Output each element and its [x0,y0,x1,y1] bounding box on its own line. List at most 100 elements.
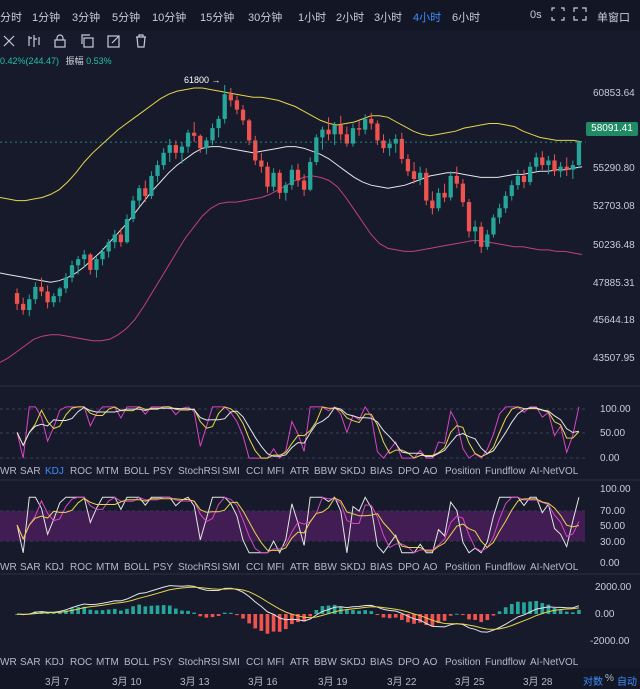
indicator-tab[interactable]: ATR [290,466,310,477]
indicator-tab[interactable]: SMI [222,466,240,477]
macd-histogram-bar [235,614,239,616]
trash-icon[interactable] [133,33,149,49]
indicator-tab[interactable]: BBW [314,562,337,573]
macd-histogram-bar [473,614,477,620]
indicator-tab[interactable]: CCI [246,466,264,477]
indicator-tab[interactable]: BIAS [370,466,393,477]
indicator-tab[interactable]: AO [423,562,438,573]
macd-histogram-bar [546,604,551,614]
indicator-tab[interactable]: SAR [20,466,41,477]
candle-body [27,299,32,311]
indicator-tab[interactable]: SMI [222,562,240,573]
lock-icon[interactable] [52,33,68,49]
bars-icon[interactable] [26,33,42,49]
indicator-tab[interactable]: ROC [70,466,93,477]
crosshair-icon[interactable] [551,7,565,24]
indicator-tab[interactable]: AI-NetVOL [530,466,579,477]
indicator-tab[interactable]: ROC [70,562,93,573]
indicator-tab[interactable]: MFI [267,466,285,477]
copy-icon[interactable] [79,33,95,49]
indicator-tab[interactable]: WR [0,466,17,477]
indicator-tab[interactable]: WR [0,657,17,668]
indicator-tab[interactable]: Fundflow [485,562,526,573]
timeframe-tab[interactable]: 1小时 [298,12,327,24]
indicator-tab[interactable]: BBW [314,466,337,477]
percent-scale-button[interactable]: % [605,673,614,684]
last-price-tag: 58091.41 [586,122,638,136]
macd-histogram-bar [186,610,190,614]
indicator-tab[interactable]: ROC [70,657,93,668]
indicator-tab[interactable]: AI-NetVOL [530,562,579,573]
indicator-tab[interactable]: SAR [20,562,41,573]
indicator-tab[interactable]: MFI [267,562,285,573]
candle-body [424,172,429,201]
boll-lower-line [0,175,583,363]
candle-body [497,208,502,218]
indicator-tab[interactable]: Fundflow [485,657,526,668]
indicator-tab[interactable]: MFI [267,657,285,668]
edit-icon[interactable] [106,33,122,49]
timeframe-tab[interactable]: 3小时 [374,12,403,24]
indicator-tab[interactable]: PSY [153,657,174,668]
fullscreen-icon[interactable] [573,7,587,24]
indicator-tab[interactable]: SMI [222,657,240,668]
timeframe-tab[interactable]: 3分钟 [72,12,101,24]
timeframe-tab[interactable]: 5分钟 [112,12,141,24]
indicator-tab[interactable]: WR [0,562,17,573]
indicator-tab[interactable]: MTM [96,466,119,477]
indicator-tab[interactable]: BIAS [370,562,393,573]
macd-histogram-bar [516,601,520,614]
indicator-tab[interactable]: ATR [290,562,310,573]
single-window-button[interactable]: 单窗口 [597,12,630,24]
macd-histogram-bar [143,606,148,614]
timeframe-tab[interactable]: 30分钟 [248,12,283,24]
indicator-tab[interactable]: BBW [314,657,337,668]
timeframe-tab[interactable]: 分时 [0,12,22,24]
indicator-tab[interactable]: MTM [96,657,119,668]
indicator-tab[interactable]: StochRSI [178,657,221,668]
indicator-tab[interactable]: BOLL [124,657,150,668]
timeframe-tab[interactable]: 4小时 [413,12,442,24]
indicator-tab[interactable]: CCI [246,657,264,668]
timeframe-tab[interactable]: 2小时 [336,12,365,24]
timeframe-tab[interactable]: 6小时 [452,12,481,24]
indicator-tab[interactable]: PSY [153,562,174,573]
log-scale-button[interactable]: 对数 [583,677,603,688]
indicator-tab[interactable]: BIAS [370,657,393,668]
indicator-tab[interactable]: Fundflow [485,466,526,477]
indicator-tab[interactable]: KDJ [45,657,64,668]
indicator-tab[interactable]: DPO [398,657,420,668]
candle-body [51,296,56,303]
indicator-tab[interactable]: CCI [246,562,264,573]
indicator-tab[interactable]: StochRSI [178,466,221,477]
indicator-tab[interactable]: Position [445,562,481,573]
indicator-tab[interactable]: StochRSI [178,562,221,573]
indicator-tab[interactable]: AO [423,657,438,668]
macd-histogram-bar [552,607,557,614]
indicator-tab[interactable]: Position [445,466,481,477]
auto-scale-button[interactable]: 自动 [617,677,637,688]
macd-histogram-bar [64,610,68,614]
indicator-tab[interactable]: SAR [20,657,41,668]
indicator-tab[interactable]: SKDJ [340,562,366,573]
indicator-tab[interactable]: DPO [398,466,420,477]
indicator-tab[interactable]: ATR [290,657,310,668]
indicator-tab[interactable]: PSY [153,466,174,477]
indicator-tab[interactable]: Position [445,657,481,668]
timeframe-tab[interactable]: 10分钟 [152,12,187,24]
indicator-tab[interactable]: SKDJ [340,466,366,477]
indicator-tab[interactable]: DPO [398,562,420,573]
indicator-tab[interactable]: AO [423,466,438,477]
indicator-tab[interactable]: BOLL [124,562,150,573]
timeframe-tab[interactable]: 15分钟 [200,12,235,24]
indicator-tab[interactable]: AI-NetVOL [530,657,579,668]
indicator-tab[interactable]: MTM [96,562,119,573]
indicator-tab[interactable]: BOLL [124,466,150,477]
indicator-tab[interactable]: KDJ [45,562,64,573]
scissors-icon[interactable] [2,33,18,49]
indicator-tab[interactable]: SKDJ [340,657,366,668]
macd-histogram-bar [76,607,80,614]
indicator-tab[interactable]: KDJ [45,466,64,477]
timeframe-tab[interactable]: 1分钟 [32,12,61,24]
